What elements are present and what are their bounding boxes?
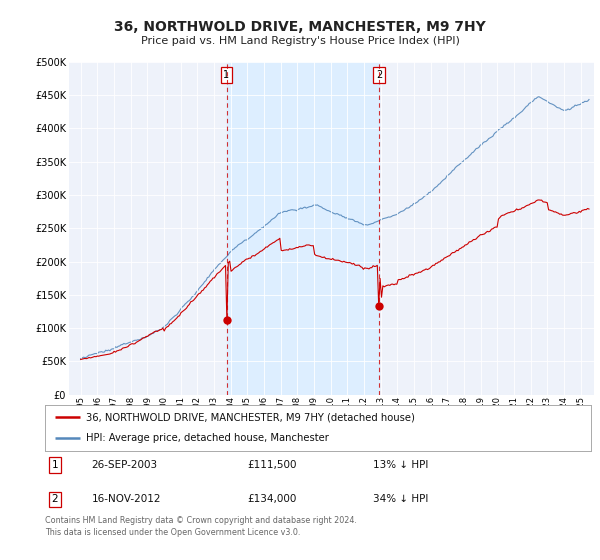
Text: 2: 2 (52, 494, 58, 505)
Text: 34% ↓ HPI: 34% ↓ HPI (373, 494, 428, 505)
Text: 36, NORTHWOLD DRIVE, MANCHESTER, M9 7HY: 36, NORTHWOLD DRIVE, MANCHESTER, M9 7HY (114, 20, 486, 34)
Text: 36, NORTHWOLD DRIVE, MANCHESTER, M9 7HY (detached house): 36, NORTHWOLD DRIVE, MANCHESTER, M9 7HY … (86, 412, 415, 422)
Text: Price paid vs. HM Land Registry's House Price Index (HPI): Price paid vs. HM Land Registry's House … (140, 36, 460, 46)
Bar (227, 62, 379, 395)
Text: 1: 1 (52, 460, 58, 470)
Text: 16-NOV-2012: 16-NOV-2012 (91, 494, 161, 505)
Text: 26-SEP-2003: 26-SEP-2003 (91, 460, 158, 470)
Text: HPI: Average price, detached house, Manchester: HPI: Average price, detached house, Manc… (86, 433, 329, 444)
Text: 2: 2 (376, 70, 382, 80)
Text: 13% ↓ HPI: 13% ↓ HPI (373, 460, 428, 470)
Text: Contains HM Land Registry data © Crown copyright and database right 2024.
This d: Contains HM Land Registry data © Crown c… (45, 516, 357, 537)
Text: £111,500: £111,500 (247, 460, 296, 470)
Text: 1: 1 (223, 70, 230, 80)
Text: £134,000: £134,000 (247, 494, 296, 505)
